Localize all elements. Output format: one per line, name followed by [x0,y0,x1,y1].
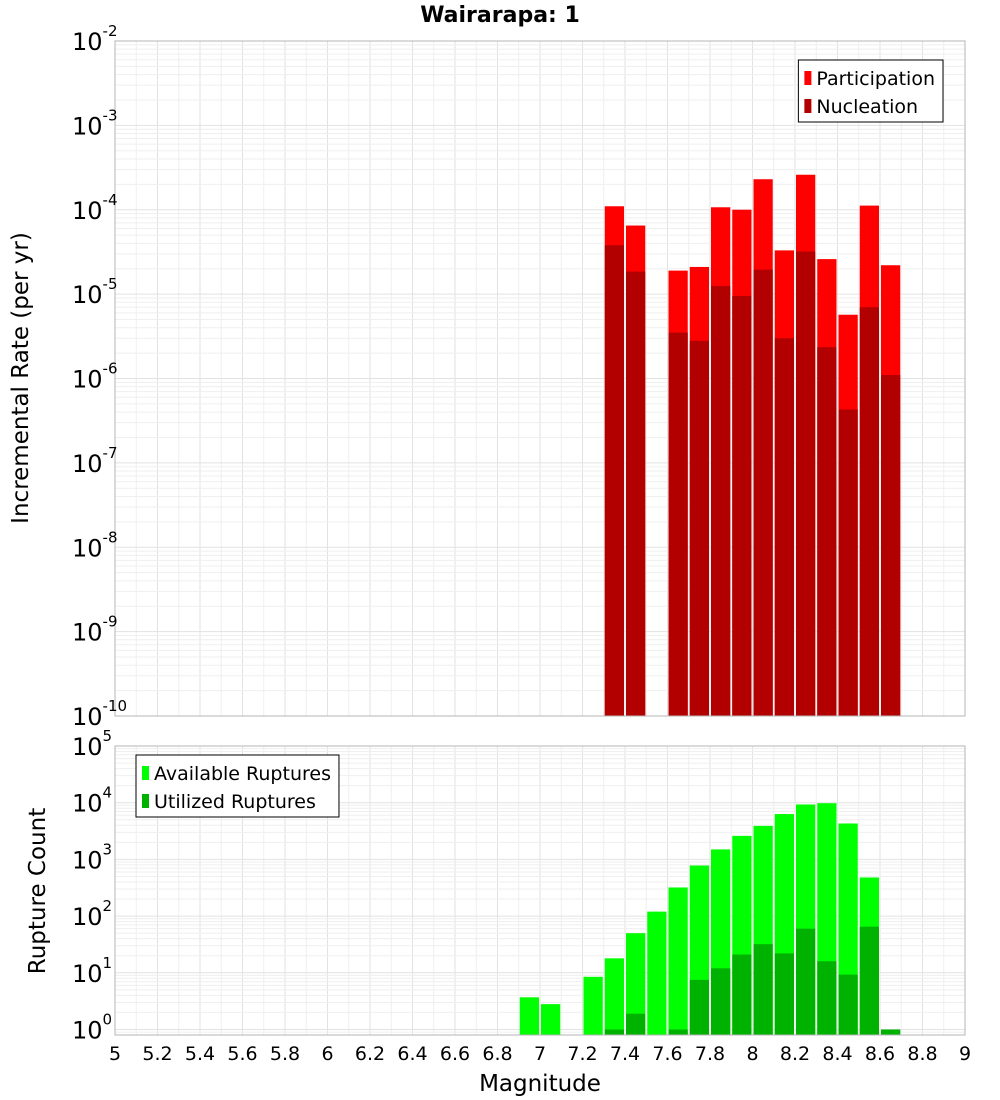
bottom-legend-box [135,754,340,818]
bottom-legend: Available Ruptures Utilized Ruptures [135,754,340,818]
bottom-y-axis-label: Rupture Count [25,808,51,974]
top-legend: Participation Nucleation [797,59,944,123]
chart-title: Wairarapa: 1 [420,3,580,28]
bottom-bar-utilized-ruptures [604,1029,624,1035]
x-tick-label: 5.4 [185,1043,215,1065]
top-bar-nucleation [711,285,731,716]
bottom-y-tick-label: 103 [72,840,112,874]
x-tick-label: 5.2 [142,1043,172,1065]
x-tick-label: 8.2 [780,1043,810,1065]
top-y-tick-labels: 10-10 10-9 10-8 10-7 10-6 10-5 10-4 10-3 10-2 [72,22,127,731]
top-y-tick-label: 10-2 [72,22,118,56]
top-bar-nucleation [859,307,879,716]
top-bar-nucleation [774,338,794,716]
bottom-legend-swatch [142,766,149,780]
bottom-bar-available-ruptures [541,1004,561,1035]
bottom-bar-utilized-ruptures [668,1029,688,1035]
x-tick-label: 7 [534,1043,546,1065]
top-y-tick-label: 10-10 [72,697,127,731]
top-y-tick-label: 10-9 [72,613,118,647]
bottom-bar-available-ruptures [604,958,624,1035]
top-legend-swatch [804,71,812,85]
x-tick-label: 7.6 [652,1043,682,1065]
top-y-tick-label: 10-6 [72,360,118,394]
x-tick-label: 6 [321,1043,333,1065]
x-tick-label: 7.8 [695,1043,725,1065]
x-tick-label: 5.6 [227,1043,257,1065]
bottom-bar-utilized-ruptures [689,979,709,1035]
x-tick-label: 6.8 [482,1043,512,1065]
x-tick-label: 6.2 [355,1043,385,1065]
bottom-legend-swatch [142,794,149,808]
bottom-bar-utilized-ruptures [626,1013,646,1035]
bottom-plot-frame [114,745,966,1036]
bottom-bar-utilized-ruptures [881,1029,901,1035]
bottom-bar-utilized-ruptures [711,968,731,1035]
top-bar-nucleation [689,340,709,716]
bottom-bar-available-ruptures [647,911,667,1035]
top-bar-nucleation [753,269,773,716]
bottom-y-tick-labels: 100 101 102 103 104 105 [72,727,112,1045]
top-grid [114,40,966,717]
top-bar-nucleation [668,332,688,716]
top-bar-nucleation [817,347,837,716]
x-tick-label: 7.2 [567,1043,597,1065]
bottom-y-tick-label: 102 [72,897,112,931]
x-tick-label: 6.4 [397,1043,427,1065]
top-bar-nucleation [838,409,858,716]
bottom-bar-available-ruptures [668,887,688,1035]
top-series-1 [604,245,901,717]
bottom-bar-utilized-ruptures [838,974,858,1035]
bottom-bar-utilized-ruptures [774,953,794,1035]
x-tick-label: 8.8 [907,1043,937,1065]
bottom-bar-available-ruptures [519,997,539,1035]
top-legend-label: Nucleation [816,96,918,118]
bottom-series-1 [604,926,901,1035]
bottom-bar-utilized-ruptures [753,944,773,1035]
bottom-bar-utilized-ruptures [859,926,879,1035]
top-legend-label: Participation [816,68,935,90]
bottom-legend-label: Utilized Ruptures [154,791,316,813]
bottom-bar-utilized-ruptures [796,928,816,1035]
bottom-y-tick-label: 101 [72,954,112,988]
top-legend-box [797,59,944,123]
bottom-y-tick-label: 105 [72,727,112,761]
x-tick-label: 7.4 [610,1043,640,1065]
top-bar-nucleation [604,245,624,717]
bottom-x-tick-labels: 5 5.2 5.4 5.6 5.8 6 6.2 6.4 6.6 6.8 7 7.2 7.4 7.6 7.8 8… [109,1043,971,1065]
top-y-tick-label: 10-8 [72,528,118,562]
bottom-bar-utilized-ruptures [732,954,752,1035]
top-bar-nucleation [732,296,752,716]
top-legend-swatch [804,99,812,113]
bottom-y-tick-label: 104 [72,784,112,818]
top-y-tick-label: 10-4 [72,191,118,225]
top-y-tick-label: 10-7 [72,444,118,478]
rupture-count-panel: 100 101 102 103 104 105 5 5.2 5.4 5.6 5.8 6 6.2 6.4 6.… [72,727,971,1065]
top-bar-nucleation [881,375,901,716]
bottom-y-tick-label: 100 [72,1011,112,1045]
x-tick-label: 5.8 [270,1043,300,1065]
top-bar-nucleation [796,251,816,716]
bottom-bar-available-ruptures [626,933,646,1035]
x-axis-label: Magnitude [479,1071,601,1097]
top-plot-frame [114,40,966,717]
top-y-tick-label: 10-3 [72,106,118,140]
x-tick-label: 9 [959,1043,971,1065]
x-tick-label: 6.6 [440,1043,470,1065]
x-tick-label: 8.6 [865,1043,895,1065]
x-tick-label: 8 [746,1043,758,1065]
bottom-bar-available-ruptures [583,976,603,1035]
bottom-legend-label: Available Ruptures [154,763,331,785]
x-tick-label: 8.4 [822,1043,852,1065]
top-bar-nucleation [626,271,646,716]
top-y-tick-label: 10-5 [72,275,118,309]
top-y-axis-label: Incremental Rate (per yr) [8,232,34,524]
rate-panel: 10-10 10-9 10-8 10-7 10-6 10-5 10-4 10-3 10-2 Par… [72,22,966,731]
x-tick-label: 5 [109,1043,121,1065]
bottom-bar-utilized-ruptures [817,961,837,1035]
